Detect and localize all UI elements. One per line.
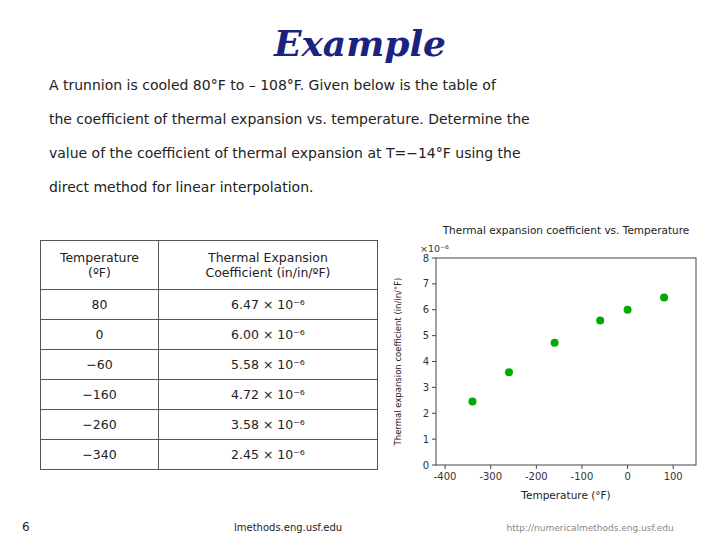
plot-frame (436, 258, 696, 465)
table-row: −1604.72 × 10⁻⁶ (41, 380, 378, 410)
y-axis-label: Thermal expansion coefficient (in/in/°F) (393, 278, 403, 447)
x-tick (673, 465, 674, 469)
x-tick (490, 465, 491, 469)
table-cell: 4.72 × 10⁻⁶ (158, 380, 377, 410)
annotation: ×10⁻⁶ (420, 243, 449, 254)
table-cell: −160 (41, 380, 159, 410)
y-tick (432, 361, 436, 362)
x-axis-label: Temperature (°F) (520, 489, 610, 501)
table-cell: −60 (41, 350, 159, 380)
x-tick (581, 465, 582, 469)
y-tick-label: 3 (423, 382, 429, 393)
x-tick (445, 465, 446, 469)
subtitle-line: direct method for linear interpolation. (40, 178, 710, 212)
table-cell: −340 (41, 440, 159, 470)
table-row: −2603.58 × 10⁻⁶ (41, 410, 378, 440)
y-tick-label: 5 (423, 330, 429, 341)
point (551, 339, 559, 347)
y-tick (432, 465, 436, 466)
table-cell: 6.47 × 10⁻⁶ (158, 290, 377, 320)
point (660, 294, 668, 302)
table-cell: 0 (41, 320, 159, 350)
y-tick-label: 0 (423, 460, 429, 471)
table-header: Thermal Expansion Coefficient (in/in/ºF) (158, 241, 377, 290)
y-tick (432, 413, 436, 414)
y-tick (432, 283, 436, 284)
subtitle-line: the coefficient of thermal expansion vs.… (40, 110, 710, 144)
x-tick-label: -100 (571, 471, 594, 482)
table-header-row: Temperature (ºF)Thermal Expansion Coeffi… (41, 241, 378, 290)
point (505, 368, 513, 376)
table-cell: −260 (41, 410, 159, 440)
page-title: Example (0, 22, 720, 64)
y-tick (432, 335, 436, 336)
table-cell: 80 (41, 290, 159, 320)
table-wrap: Temperature (ºF)Thermal Expansion Coeffi… (40, 240, 378, 470)
y-tick-label: 2 (423, 408, 429, 419)
table-header: Temperature (ºF) (41, 241, 159, 290)
data-table: Temperature (ºF)Thermal Expansion Coeffi… (40, 240, 378, 470)
x-tick (536, 465, 537, 469)
y-tick (432, 258, 436, 259)
point (624, 306, 632, 314)
x-tick-label: -200 (525, 471, 548, 482)
table-cell: 5.58 × 10⁻⁶ (158, 350, 377, 380)
y-tick (432, 387, 436, 388)
x-tick (627, 465, 628, 469)
y-tick-label: 6 (423, 304, 429, 315)
x-tick-label: 100 (664, 471, 683, 482)
chart-title: Thermal expansion coefficient vs. Temper… (442, 224, 690, 236)
y-tick (432, 439, 436, 440)
table-row: 806.47 × 10⁻⁶ (41, 290, 378, 320)
y-tick-label: 8 (423, 253, 429, 264)
chart: -400 -300 -200 -100 0 100 0 1 2 3 4 5 6 7 8 Thermal exp… (388, 222, 708, 507)
x-tick-label: 0 (624, 471, 630, 482)
table-row: −3402.45 × 10⁻⁶ (41, 440, 378, 470)
subtitle: A trunnion is cooled 80°F to – 108°F. Gi… (40, 76, 710, 212)
table-cell: 2.45 × 10⁻⁶ (158, 440, 377, 470)
points (468, 294, 668, 406)
page-number: 6 (22, 520, 30, 534)
subtitle-line: A trunnion is cooled 80°F to – 108°F. Gi… (40, 76, 710, 110)
y-tick-label: 7 (423, 278, 429, 289)
y-tick-label: 1 (423, 434, 429, 445)
point (468, 398, 476, 406)
footer-left: lmethods.eng.usf.edu (234, 522, 342, 533)
x-tick-label: -300 (479, 471, 502, 482)
table-row: −605.58 × 10⁻⁶ (41, 350, 378, 380)
subtitle-line: value of the coefficient of thermal expa… (40, 144, 710, 178)
footer-right: http://numericalmethods.eng.usf.edu (507, 523, 674, 533)
table-cell: 3.58 × 10⁻⁶ (158, 410, 377, 440)
point (596, 317, 604, 325)
table-cell: 6.00 × 10⁻⁶ (158, 320, 377, 350)
x-tick-label: -400 (434, 471, 457, 482)
y-tick (432, 309, 436, 310)
y-tick-label: 4 (423, 356, 429, 367)
table-row: 06.00 × 10⁻⁶ (41, 320, 378, 350)
